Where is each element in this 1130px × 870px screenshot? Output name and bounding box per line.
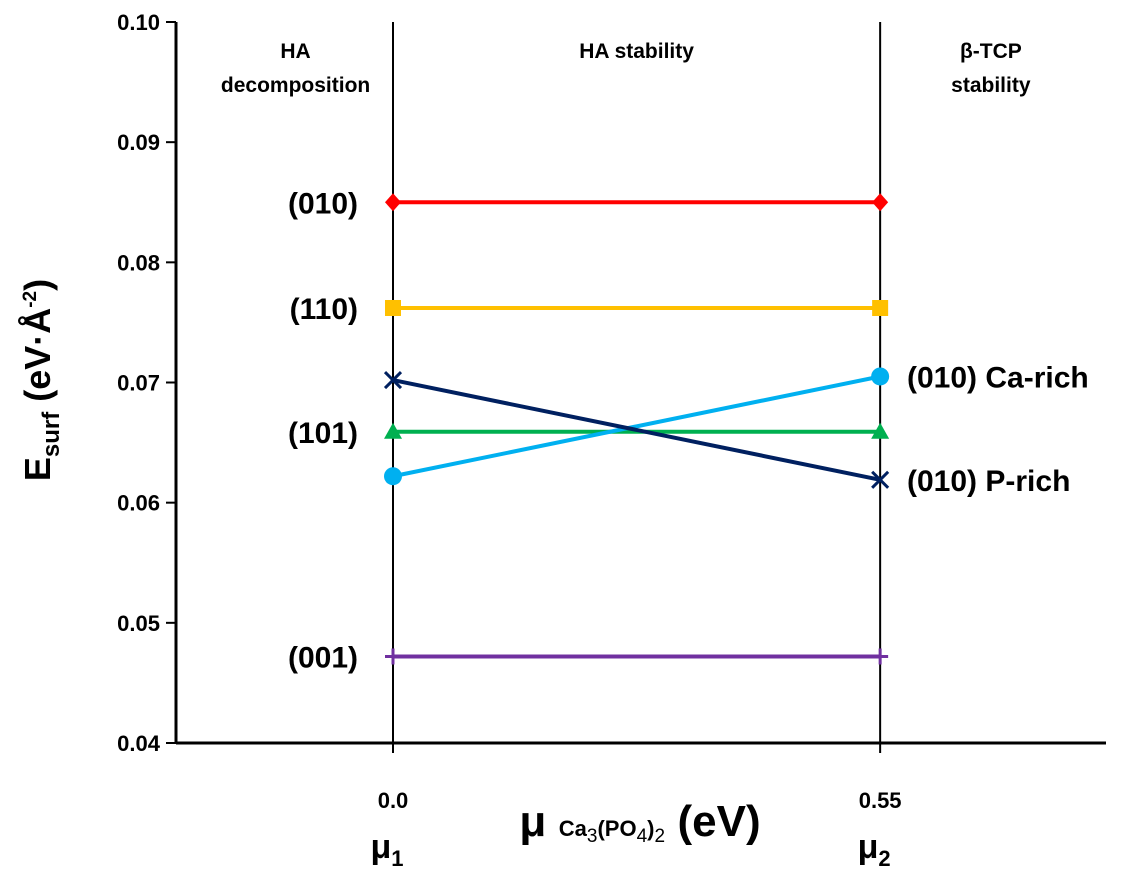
mu-label: μ2 xyxy=(858,828,891,870)
data-point xyxy=(385,648,401,665)
series-line xyxy=(392,378,881,482)
x-ticks: 0.0 μ1 0.55 μ2 xyxy=(370,743,902,870)
y-tick-label: 0.05 xyxy=(117,611,160,636)
data-point xyxy=(385,299,401,316)
y-tick-label: 0.09 xyxy=(117,130,160,155)
data-point xyxy=(385,193,401,212)
series-label: (010) P-rich xyxy=(907,465,1070,498)
data-point xyxy=(872,648,889,665)
data-point xyxy=(871,470,890,489)
y-tick-label: 0.08 xyxy=(117,250,160,275)
region-label: HA xyxy=(280,40,310,63)
data-point xyxy=(384,422,402,439)
series-group xyxy=(383,193,890,665)
region-labels: HA decomposition HA stability β-TCP stabilit… xyxy=(221,40,1031,97)
region-label: decomposition xyxy=(221,74,370,97)
x-axis-label: μ Ca3(PO4)2 (eV) xyxy=(519,797,760,847)
data-point xyxy=(871,422,890,439)
series-label: (110) xyxy=(290,293,358,326)
x-tick-label: 0.55 xyxy=(859,788,902,813)
mu-label: μ1 xyxy=(370,828,403,870)
series-label: (001) xyxy=(288,641,358,674)
y-ticks: 0.04 0.05 0.06 0.07 0.08 0.09 0.10 xyxy=(117,10,176,756)
y-tick-label: 0.04 xyxy=(117,731,161,756)
series-label: (010) Ca-rich xyxy=(907,361,1089,394)
series-label: (101) xyxy=(288,417,358,450)
data-point xyxy=(872,299,889,316)
data-point xyxy=(872,193,889,212)
series-line xyxy=(392,374,881,479)
y-tick-label: 0.10 xyxy=(117,10,160,35)
region-label: stability xyxy=(951,74,1031,97)
region-label: β-TCP xyxy=(960,40,1022,63)
data-point xyxy=(383,371,403,390)
data-point xyxy=(871,367,890,386)
y-tick-label: 0.06 xyxy=(117,491,160,516)
series-label: (010) xyxy=(288,187,358,220)
series-labels: (010) (110) (101) (001) (010) Ca-rich (010) P… xyxy=(288,187,1089,674)
y-tick-label: 0.07 xyxy=(117,371,160,396)
region-boundaries xyxy=(392,22,882,743)
y-axis-label: Esurf (eV·Å-2) xyxy=(17,279,65,481)
data-point xyxy=(384,467,402,486)
x-tick-label: 0.0 xyxy=(378,788,409,813)
region-label: HA stability xyxy=(579,40,694,63)
